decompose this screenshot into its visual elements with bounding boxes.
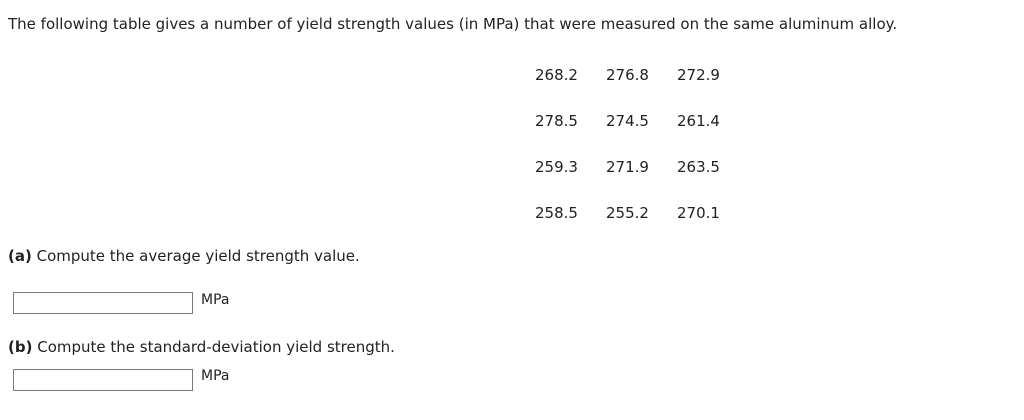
table-cell: 255.2 — [606, 204, 649, 222]
table-cell: 261.4 — [677, 112, 720, 130]
question-a: (a) Compute the average yield strength v… — [8, 247, 360, 265]
table-row: 259.3 271.9 263.5 — [524, 144, 737, 190]
part-a-label: (a) — [8, 247, 32, 265]
table-row: 278.5 274.5 261.4 — [524, 98, 737, 144]
table-cell: 270.1 — [677, 204, 720, 222]
part-b-text: Compute the standard-deviation yield str… — [37, 338, 395, 356]
std-dev-unit-label: MPa — [201, 368, 230, 384]
std-dev-answer-input[interactable] — [13, 369, 193, 391]
table-cell: 274.5 — [606, 112, 649, 130]
part-a-text: Compute the average yield strength value… — [36, 247, 360, 265]
question-b: (b) Compute the standard-deviation yield… — [8, 338, 395, 356]
table-cell: 276.8 — [606, 66, 649, 84]
table-row: 268.2 276.8 272.9 — [524, 52, 737, 98]
table-cell: 263.5 — [677, 158, 720, 176]
table-cell: 258.5 — [535, 204, 578, 222]
table-cell: 268.2 — [535, 66, 578, 84]
table-cell: 259.3 — [535, 158, 578, 176]
problem-statement: The following table gives a number of yi… — [8, 15, 898, 33]
table-cell: 278.5 — [535, 112, 578, 130]
average-answer-input[interactable] — [13, 292, 193, 314]
table-row: 258.5 255.2 270.1 — [524, 190, 737, 236]
table-cell: 272.9 — [677, 66, 720, 84]
part-b-label: (b) — [8, 338, 33, 356]
average-unit-label: MPa — [201, 292, 230, 308]
table-cell: 271.9 — [606, 158, 649, 176]
yield-strength-table: 268.2 276.8 272.9 278.5 274.5 261.4 259.… — [524, 52, 737, 236]
